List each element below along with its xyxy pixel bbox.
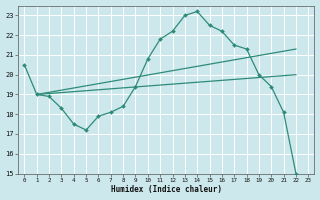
X-axis label: Humidex (Indice chaleur): Humidex (Indice chaleur) xyxy=(111,185,222,194)
